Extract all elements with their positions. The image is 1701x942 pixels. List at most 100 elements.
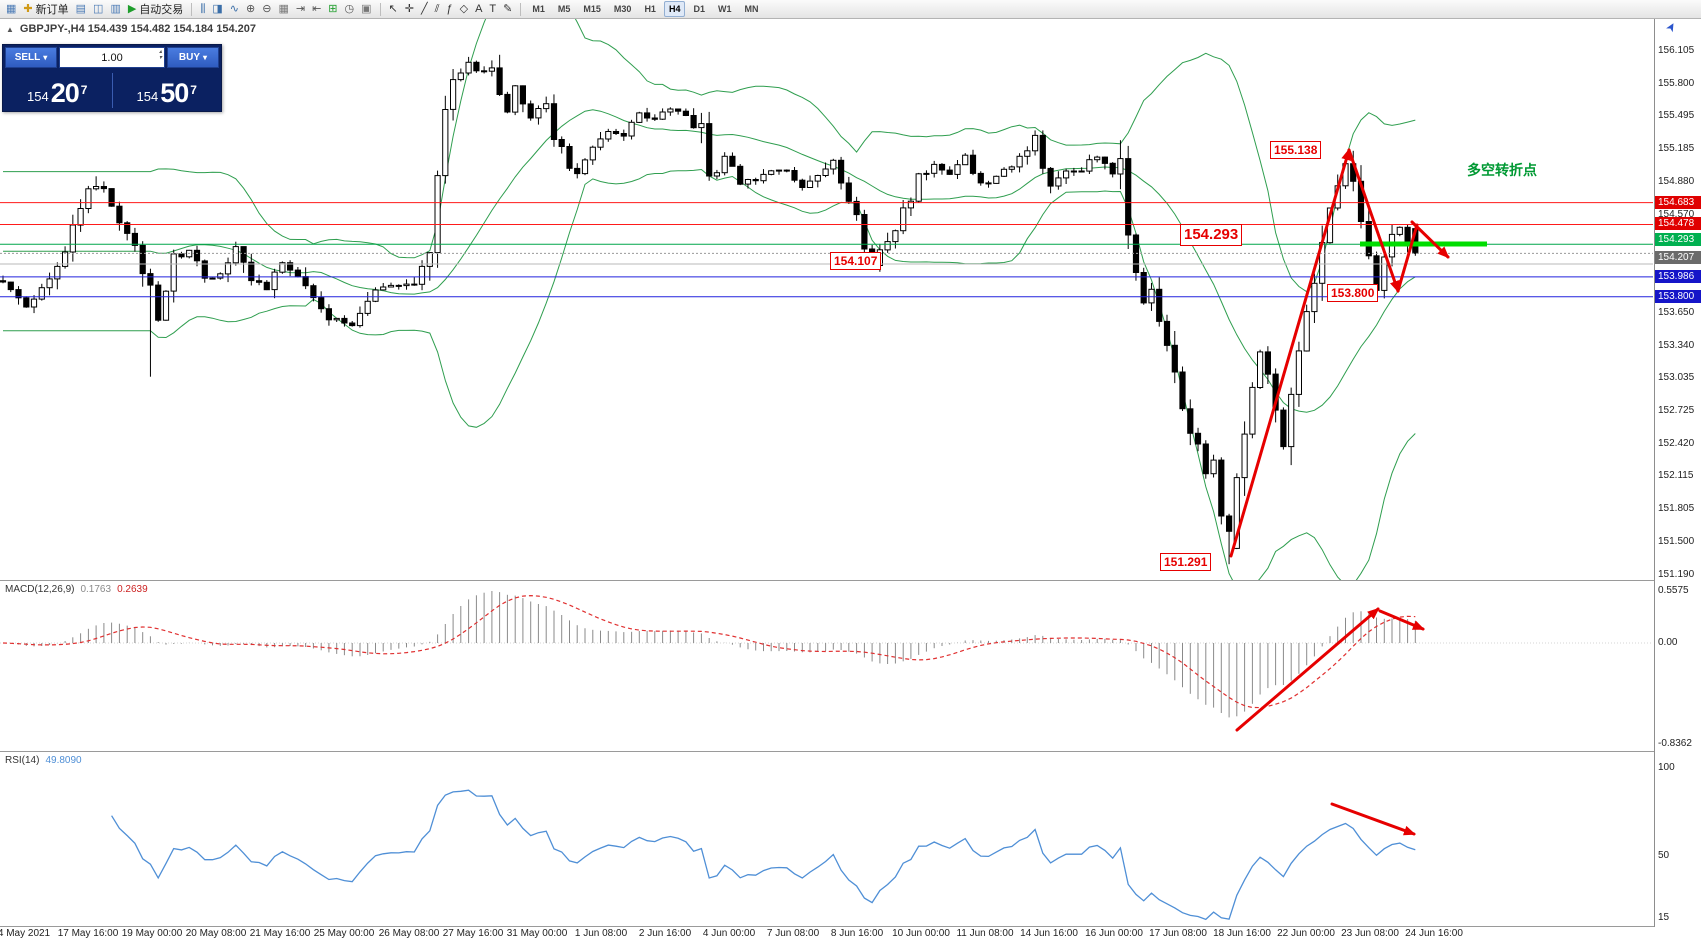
autotrade-button[interactable]: ▶ 自动交易 bbox=[125, 1, 186, 17]
toolbar-groups: ▦ ✚ 新订单 ▤ ◫ ▥ ▶ 自动交易 ⫼ ◨ ∿ ⊕ ⊖ ▦ ⇥ ⇤ ⊞ ◷ ▣ ↖ ✛ ╱ ⫽ ƒ ◇ A T ✎ M1 M5 M15… bbox=[3, 1, 764, 17]
panel-separator[interactable] bbox=[0, 580, 1701, 581]
periods-icon[interactable]: ◷ bbox=[342, 1, 358, 17]
time-tick: 4 May 2021 bbox=[0, 928, 51, 939]
buy-button[interactable]: BUY ▾ bbox=[167, 47, 219, 68]
price-tick: 151.805 bbox=[1658, 503, 1695, 514]
macd-panel-chart[interactable] bbox=[0, 581, 1653, 751]
navigator-icon: ◫ bbox=[93, 2, 104, 15]
timeframe-m30[interactable]: M30 bbox=[613, 4, 632, 14]
stepper-up-icon[interactable]: ▴ bbox=[158, 49, 162, 55]
crosshair-icon: ✛ bbox=[404, 2, 414, 15]
sell-button[interactable]: SELL ▾ bbox=[5, 47, 57, 68]
trend-arrows[interactable] bbox=[1235, 607, 1425, 732]
price-label-155138[interactable]: 155.138 bbox=[1270, 141, 1322, 160]
crosshair-icon[interactable]: ✛ bbox=[402, 1, 417, 17]
sell-price-prefix: 154 bbox=[27, 89, 49, 104]
rsi-axis-label: 50 bbox=[1658, 850, 1670, 861]
terminal-icon[interactable]: ▥ bbox=[107, 1, 123, 17]
trend-arrows[interactable] bbox=[1229, 148, 1450, 558]
zoom-out-icon[interactable]: ⊖ bbox=[259, 1, 274, 17]
time-tick: 11 Jun 08:00 bbox=[956, 928, 1014, 939]
zoom-in-icon: ⊕ bbox=[246, 2, 256, 15]
time-tick: 14 Jun 16:00 bbox=[1020, 928, 1078, 939]
new-order-button[interactable]: ✚ 新订单 bbox=[20, 1, 71, 17]
lot-size-input[interactable]: 1.00 ▴ ▾ bbox=[59, 47, 165, 68]
channel-icon[interactable]: ⫽ bbox=[432, 1, 443, 17]
panel-separator[interactable] bbox=[0, 926, 1701, 927]
auto-scroll-icon[interactable]: ⇥ bbox=[293, 1, 308, 17]
symbol-ohlc-text: GBPJPY-,H4 154.439 154.482 154.184 154.2… bbox=[19, 23, 256, 35]
symbol-dropdown-icon[interactable]: ▲ bbox=[6, 24, 14, 34]
timeframe-m5[interactable]: M5 bbox=[557, 4, 571, 14]
timeframe-m15[interactable]: M15 bbox=[583, 4, 601, 14]
text-icon: A bbox=[475, 2, 483, 15]
templates-icon[interactable]: ▣ bbox=[358, 1, 374, 17]
trendline-icon[interactable]: ╱ bbox=[418, 1, 431, 17]
time-tick: 1 Jun 08:00 bbox=[574, 928, 628, 939]
price-label-153800[interactable]: 153.800 bbox=[1327, 284, 1379, 303]
candles bbox=[0, 54, 1419, 565]
bar-chart-icon[interactable]: ⫼ bbox=[197, 1, 208, 17]
bar-chart-icon: ⫼ bbox=[200, 2, 206, 15]
price-scale[interactable]: 156.105 155.800 155.495 155.185 154.880 154.5… bbox=[1654, 19, 1701, 927]
market-watch-icon[interactable]: ▤ bbox=[73, 1, 89, 17]
price-chart[interactable] bbox=[0, 19, 1653, 580]
sell-price[interactable]: 154 20 7 bbox=[3, 70, 112, 111]
indicators-icon[interactable]: ⊞ bbox=[325, 1, 340, 17]
timeframe-w1[interactable]: W1 bbox=[717, 4, 732, 14]
chart-window-icon: ▦ bbox=[6, 2, 17, 15]
cursor-icon[interactable]: ↖ bbox=[386, 1, 401, 17]
timeframe-mn[interactable]: MN bbox=[744, 4, 759, 14]
zoom-in-icon[interactable]: ⊕ bbox=[243, 1, 258, 17]
autotrade-button-icon: ▶ bbox=[127, 2, 137, 15]
rsi-panel-chart[interactable] bbox=[0, 752, 1653, 926]
chart-shift-icon[interactable]: ⇤ bbox=[309, 1, 324, 17]
price-tick: 153.340 bbox=[1658, 340, 1695, 351]
navigator-icon[interactable]: ◫ bbox=[90, 1, 106, 17]
price-label-154293[interactable]: 154.293 bbox=[1180, 224, 1243, 247]
time-tick: 17 Jun 08:00 bbox=[1149, 928, 1207, 939]
shapes-icon: ◇ bbox=[459, 2, 469, 15]
label-icon[interactable]: T bbox=[486, 1, 499, 17]
price-level-chip: 154.207 bbox=[1655, 251, 1701, 264]
timeframe-d1[interactable]: D1 bbox=[693, 4, 705, 14]
new-order-button-icon: ✚ bbox=[23, 2, 33, 15]
price-tick: 155.495 bbox=[1658, 110, 1695, 121]
price-label-154107[interactable]: 154.107 bbox=[830, 252, 882, 271]
toolbar: ▦ ✚ 新订单 ▤ ◫ ▥ ▶ 自动交易 ⫼ ◨ ∿ ⊕ ⊖ ▦ ⇥ ⇤ ⊞ ◷ ▣ ↖ ✛ ╱ ⫽ ƒ ◇ A T ✎ M1 M5 M15… bbox=[0, 0, 1701, 19]
macd-histogram bbox=[10, 591, 1416, 718]
lot-stepper[interactable]: ▴ ▾ bbox=[159, 49, 162, 61]
tile-windows-icon[interactable]: ▦ bbox=[275, 1, 291, 17]
price-level-chip: 154.478 bbox=[1655, 217, 1701, 230]
time-tick: 7 Jun 08:00 bbox=[766, 928, 820, 939]
arrow-tools-icon[interactable]: ✎ bbox=[500, 1, 515, 17]
shapes-icon[interactable]: ◇ bbox=[457, 1, 471, 17]
timeframe-m1[interactable]: M1 bbox=[532, 4, 545, 14]
trend-arrows[interactable] bbox=[1330, 802, 1416, 836]
turning-point-note[interactable]: 多空转折点 bbox=[1467, 162, 1537, 178]
horizontal-levels[interactable] bbox=[0, 202, 1653, 298]
text-icon[interactable]: A bbox=[472, 1, 485, 17]
chart-window-icon[interactable]: ▦ bbox=[3, 1, 19, 17]
macd-axis-label: 0.00 bbox=[1658, 637, 1678, 648]
time-tick: 8 Jun 16:00 bbox=[830, 928, 884, 939]
timeframe-h1[interactable]: H1 bbox=[644, 4, 656, 14]
buy-price[interactable]: 154 50 7 bbox=[113, 70, 222, 111]
time-tick: 23 Jun 08:00 bbox=[1341, 928, 1399, 939]
macd-name: MACD(12,26,9) bbox=[5, 584, 75, 595]
panel-separator[interactable] bbox=[0, 751, 1701, 752]
line-chart-icon[interactable]: ∿ bbox=[227, 1, 242, 17]
market-watch-icon: ▤ bbox=[75, 2, 87, 15]
candlestick-chart-icon[interactable]: ◨ bbox=[209, 1, 225, 17]
terminal-icon: ▥ bbox=[110, 2, 121, 15]
fibonacci-icon[interactable]: ƒ bbox=[443, 1, 455, 17]
price-tick: 154.880 bbox=[1658, 176, 1695, 187]
channel-icon: ⫽ bbox=[434, 2, 440, 15]
price-label-151291[interactable]: 151.291 bbox=[1160, 553, 1212, 572]
rsi-value: 49.8090 bbox=[45, 755, 82, 766]
time-scale[interactable]: 4 May 2021 17 May 16:00 19 May 00:00 20 May… bbox=[0, 927, 1653, 942]
timeframe-h4[interactable]: H4 bbox=[663, 1, 686, 17]
stepper-down-icon[interactable]: ▾ bbox=[158, 55, 162, 61]
time-tick: 26 May 08:00 bbox=[378, 928, 440, 939]
